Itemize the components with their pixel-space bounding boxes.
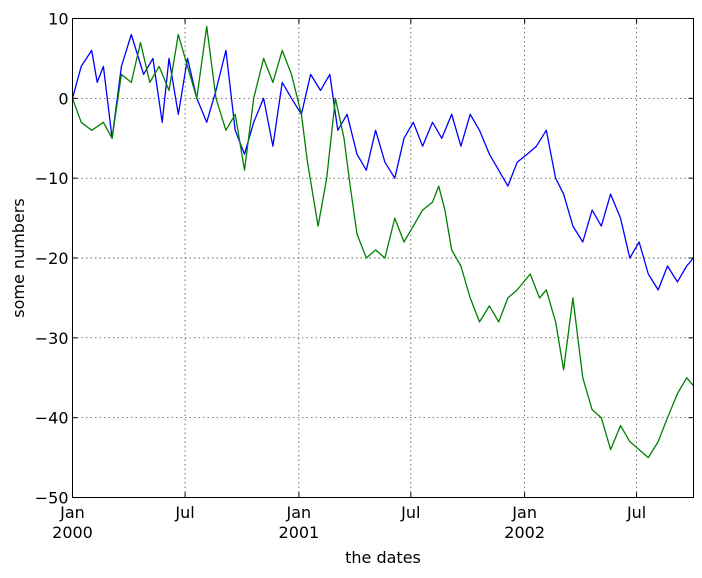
x-tick-year-label: 2001: [279, 523, 320, 542]
x-tick-label: Jan: [286, 503, 312, 522]
x-tick-label: Jul: [174, 503, 194, 522]
x-tick-year-label: 2000: [52, 523, 93, 542]
x-axis-label: the dates: [345, 548, 421, 567]
y-tick-label: 0: [58, 89, 68, 108]
y-tick-label: −40: [35, 409, 69, 428]
series-line-2: [71, 25, 694, 459]
y-tick-label: −10: [35, 169, 69, 188]
x-tick-label: Jul: [400, 503, 420, 522]
y-tick-label: −50: [35, 489, 69, 508]
ticks: [72, 18, 694, 498]
series-layer: [71, 25, 694, 459]
y-tick-label: 10: [48, 10, 68, 29]
y-tick-label: −30: [35, 329, 69, 348]
x-tick-label: Jul: [626, 503, 646, 522]
y-tick-label: −20: [35, 249, 69, 268]
x-tick-label: Jan: [511, 503, 537, 522]
series-line-1: [71, 33, 694, 291]
x-tick-label: Jan: [59, 503, 85, 522]
y-axis-label: some numbers: [9, 198, 28, 317]
x-tick-year-label: 2002: [504, 523, 545, 542]
